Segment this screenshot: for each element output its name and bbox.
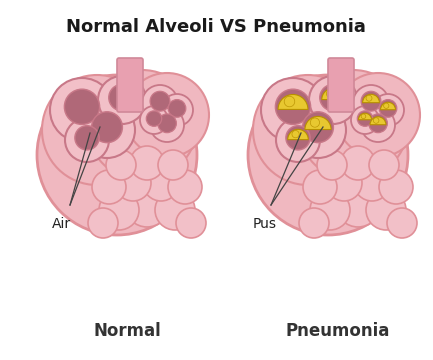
Circle shape: [384, 103, 389, 108]
Circle shape: [341, 146, 375, 180]
Wedge shape: [362, 94, 379, 103]
Circle shape: [299, 208, 329, 238]
Circle shape: [140, 106, 168, 134]
Circle shape: [310, 190, 350, 230]
Circle shape: [284, 96, 295, 107]
Circle shape: [253, 75, 363, 185]
Circle shape: [309, 76, 357, 124]
Circle shape: [292, 131, 299, 138]
Wedge shape: [322, 88, 344, 100]
Circle shape: [379, 170, 413, 204]
Circle shape: [276, 118, 320, 162]
Circle shape: [37, 75, 197, 235]
Wedge shape: [381, 102, 395, 110]
Circle shape: [368, 114, 388, 132]
Circle shape: [65, 118, 109, 162]
Circle shape: [261, 78, 325, 142]
Circle shape: [326, 165, 362, 201]
Circle shape: [366, 95, 372, 101]
Circle shape: [158, 150, 188, 180]
Text: Pneumonia: Pneumonia: [286, 322, 390, 340]
Circle shape: [366, 190, 406, 230]
Circle shape: [336, 183, 380, 227]
Circle shape: [125, 73, 209, 157]
Circle shape: [158, 114, 176, 132]
Wedge shape: [288, 129, 308, 140]
Wedge shape: [305, 116, 331, 130]
Circle shape: [379, 100, 397, 117]
Circle shape: [298, 70, 408, 180]
Text: Pus: Pus: [253, 217, 277, 231]
Circle shape: [361, 108, 395, 142]
Circle shape: [150, 91, 170, 111]
Circle shape: [320, 84, 346, 111]
Circle shape: [357, 111, 373, 126]
Text: Normal: Normal: [93, 322, 161, 340]
Text: Normal Alveoli VS Pneumonia: Normal Alveoli VS Pneumonia: [66, 18, 366, 36]
Circle shape: [303, 112, 333, 143]
Circle shape: [130, 146, 164, 180]
Circle shape: [109, 84, 135, 111]
Circle shape: [387, 208, 417, 238]
Circle shape: [125, 183, 169, 227]
Circle shape: [75, 126, 99, 150]
Circle shape: [353, 85, 389, 121]
FancyBboxPatch shape: [328, 58, 354, 112]
Circle shape: [176, 208, 206, 238]
Circle shape: [310, 118, 320, 127]
Circle shape: [142, 85, 178, 121]
Circle shape: [286, 126, 310, 150]
Circle shape: [303, 170, 337, 204]
Circle shape: [168, 170, 202, 204]
Circle shape: [161, 94, 193, 126]
Circle shape: [369, 150, 399, 180]
Circle shape: [98, 76, 146, 124]
Wedge shape: [359, 113, 372, 120]
FancyBboxPatch shape: [117, 58, 143, 112]
Circle shape: [354, 165, 390, 201]
Circle shape: [92, 112, 123, 143]
Circle shape: [87, 70, 197, 180]
Circle shape: [326, 90, 334, 98]
Circle shape: [42, 75, 152, 185]
Circle shape: [92, 170, 126, 204]
Circle shape: [336, 73, 420, 157]
Circle shape: [168, 100, 186, 117]
Circle shape: [65, 89, 100, 125]
Circle shape: [275, 89, 310, 125]
Circle shape: [317, 150, 347, 180]
Circle shape: [351, 106, 379, 134]
Circle shape: [372, 94, 404, 126]
Circle shape: [290, 102, 346, 158]
Text: Air: Air: [52, 217, 71, 231]
Circle shape: [361, 114, 366, 118]
Circle shape: [150, 108, 184, 142]
Circle shape: [88, 208, 118, 238]
Circle shape: [373, 118, 379, 123]
Circle shape: [79, 102, 135, 158]
Circle shape: [146, 111, 162, 126]
Circle shape: [143, 165, 179, 201]
Circle shape: [106, 150, 136, 180]
Circle shape: [50, 78, 114, 142]
Circle shape: [155, 190, 195, 230]
Circle shape: [115, 165, 151, 201]
Wedge shape: [370, 117, 386, 125]
Circle shape: [248, 75, 408, 235]
Circle shape: [99, 190, 139, 230]
Circle shape: [361, 91, 381, 111]
Wedge shape: [278, 94, 308, 109]
